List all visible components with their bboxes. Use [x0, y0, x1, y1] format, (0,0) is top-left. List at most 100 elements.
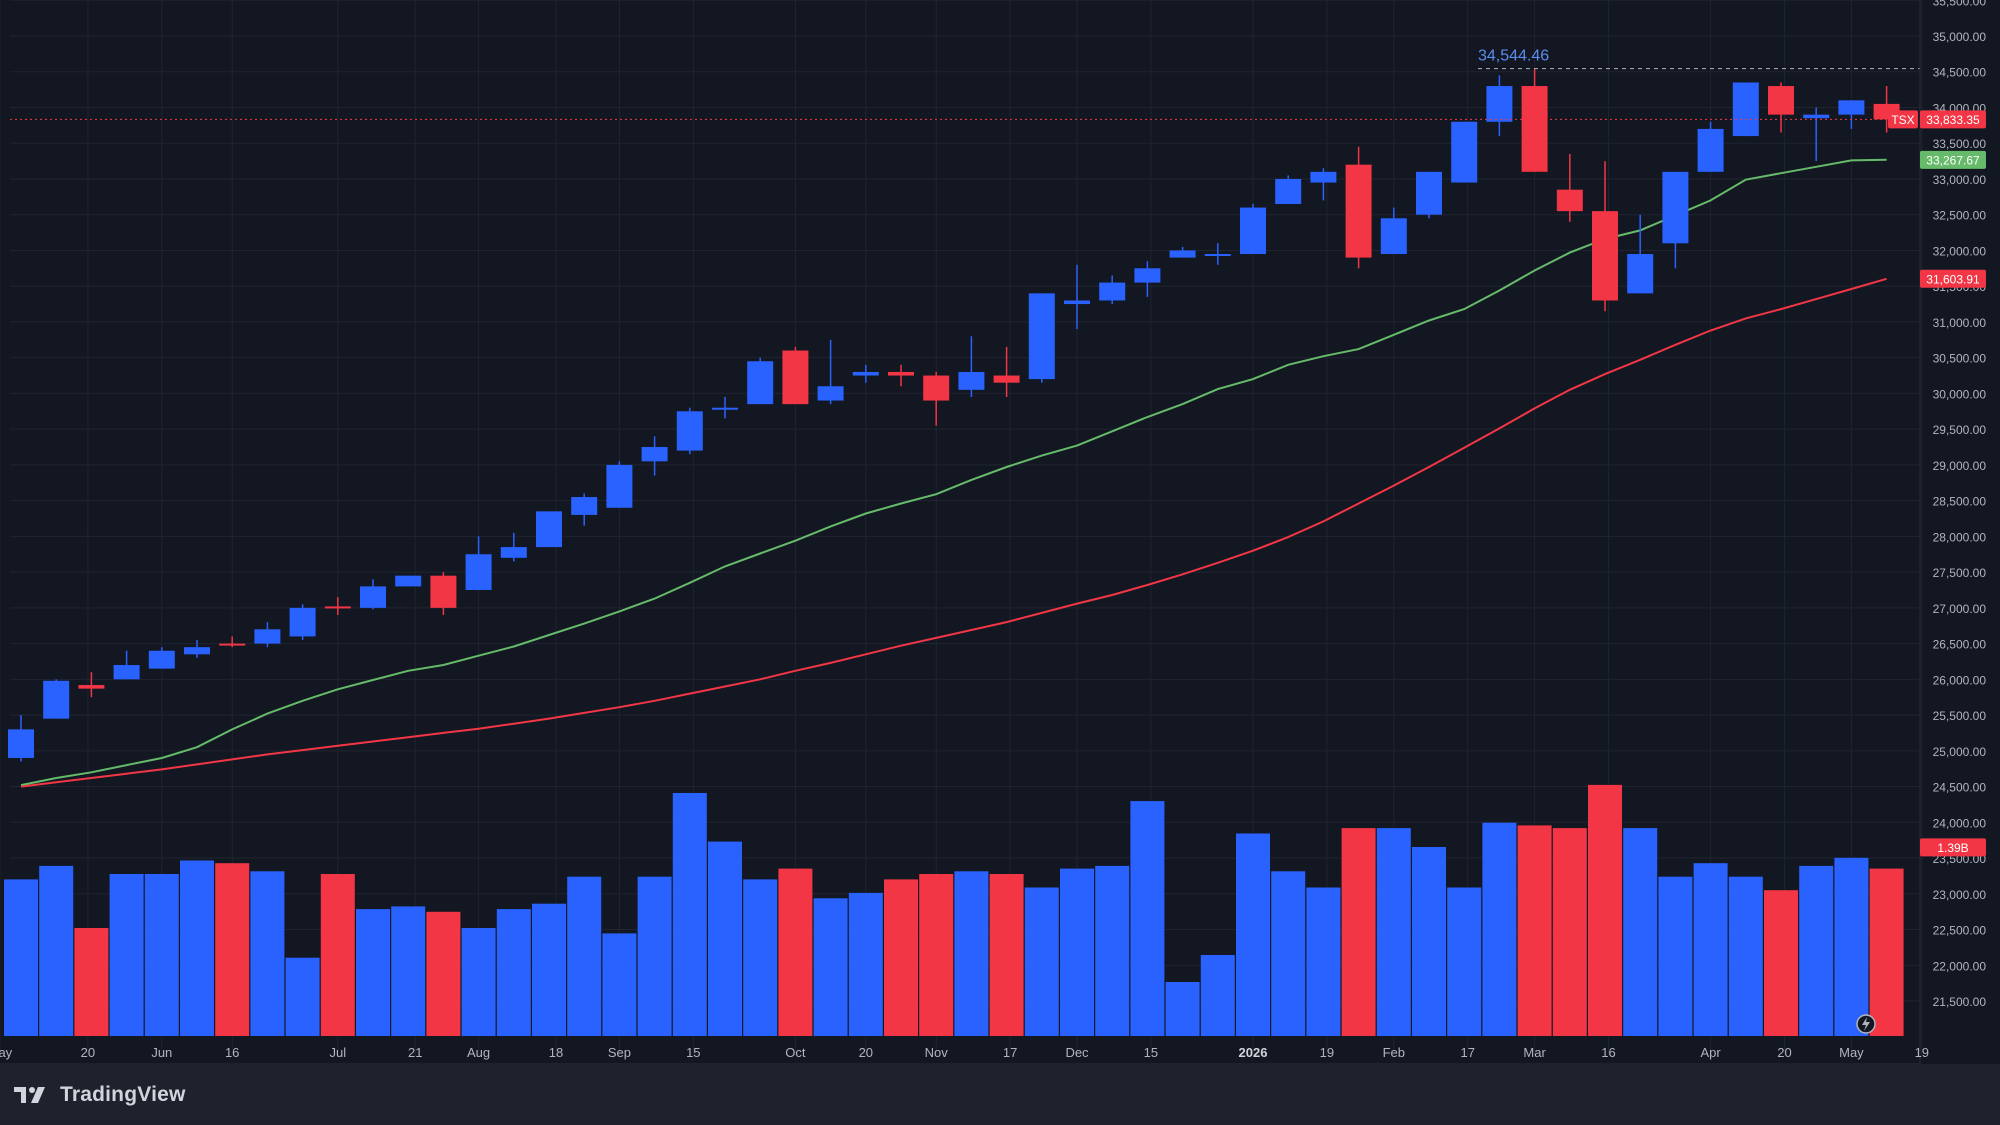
candle-body	[571, 497, 598, 515]
time-tick-label: 15	[1144, 1045, 1158, 1060]
candle-body	[1380, 218, 1407, 255]
price-tick-label: 29,000.00	[1933, 459, 1987, 473]
volume-bar	[532, 903, 566, 1036]
time-tick-label: May	[0, 1045, 13, 1060]
candle-body	[1486, 86, 1513, 122]
time-tick-label: 18	[549, 1045, 563, 1060]
volume-bar	[1799, 865, 1834, 1036]
volume-bar	[1200, 955, 1235, 1036]
high-label: 34,544.46	[1478, 48, 1549, 65]
candle-body	[1028, 293, 1055, 380]
volume-bar	[1236, 833, 1270, 1036]
tradingview-logo-icon	[14, 1087, 45, 1103]
brand[interactable]: TradingView	[12, 1082, 186, 1108]
volume-badge: 1.39B	[1937, 841, 1968, 855]
volume-bar	[250, 871, 285, 1036]
candle-body	[1768, 86, 1794, 115]
candle-body	[430, 575, 457, 608]
volume-bar	[1693, 863, 1728, 1036]
candle-body	[1662, 171, 1689, 244]
price-tick-label: 28,000.00	[1933, 530, 1987, 544]
candle-body	[712, 407, 738, 410]
volume-bar	[215, 863, 250, 1036]
footer-bar: TradingView	[0, 1064, 2000, 1125]
price-tick-label: 22,500.00	[1933, 924, 1987, 938]
price-tick-label: 24,500.00	[1933, 781, 1987, 795]
lightning-glyph	[1862, 1017, 1870, 1031]
price-tick-label: 27,000.00	[1933, 602, 1987, 616]
candle-body	[1275, 178, 1302, 204]
price-tick-label: 32,500.00	[1933, 209, 1987, 223]
candle-body	[958, 371, 985, 390]
volume-bar	[1552, 828, 1587, 1036]
candle-body	[1592, 211, 1618, 301]
volume-bar	[461, 928, 496, 1036]
time-tick-label: May	[1839, 1045, 1864, 1060]
candle-body	[148, 650, 175, 669]
volume-bar	[954, 871, 989, 1036]
volume-bar	[1060, 868, 1094, 1036]
volume-bar	[884, 879, 918, 1036]
volume-bar	[285, 957, 320, 1036]
time-tick-label: Aug	[467, 1045, 490, 1060]
volume-bar	[602, 933, 637, 1036]
candle-body	[1134, 268, 1161, 283]
time-tick-label: Nov	[925, 1045, 949, 1060]
candle-body	[1204, 254, 1231, 257]
volume-bar	[39, 865, 74, 1036]
time-tick-label: 2026	[1239, 1045, 1268, 1060]
candle-body	[923, 375, 950, 401]
volume-bar	[919, 874, 954, 1036]
candle-body	[1169, 250, 1196, 258]
candle-body	[219, 643, 246, 646]
price-tick-label: 30,000.00	[1933, 387, 1987, 401]
price-tick-label: 26,000.00	[1933, 673, 1987, 687]
price-tick-label: 25,000.00	[1933, 745, 1987, 759]
candle-body	[852, 371, 879, 376]
candle-body	[1064, 300, 1090, 305]
candle-body	[606, 464, 633, 508]
volume-bar	[356, 909, 390, 1036]
volume-bar	[144, 874, 179, 1036]
time-tick-label: 19	[1915, 1045, 1929, 1060]
candle-body	[747, 361, 774, 405]
time-tick-label: Mar	[1523, 1045, 1546, 1060]
volume-bar	[109, 874, 144, 1036]
ma-short-line	[20, 158, 1887, 787]
volume-bar	[1588, 784, 1622, 1036]
ma-short-badge: 33,267.67	[1926, 153, 1980, 167]
volume-bar	[989, 874, 1024, 1036]
price-tick-label: 23,000.00	[1933, 888, 1987, 902]
price-tick-label: 27,500.00	[1933, 566, 1987, 580]
volume-bar	[1728, 876, 1763, 1036]
price-tick-label: 22,000.00	[1933, 959, 1987, 973]
candle-body	[1310, 171, 1337, 183]
time-tick-label: 19	[1320, 1045, 1334, 1060]
ma-long-line	[20, 277, 1887, 788]
last-price-badge: 33,833.35	[1926, 113, 1980, 127]
volume-bar	[1306, 887, 1341, 1036]
volume-bar	[1165, 982, 1200, 1036]
volume-bar	[1517, 825, 1552, 1036]
volume-bar	[1130, 801, 1165, 1036]
volume-bar	[1095, 865, 1130, 1036]
volume-bar	[1341, 828, 1376, 1036]
candle-body	[888, 371, 914, 376]
candle-body	[1732, 82, 1759, 137]
volume-bar	[1623, 828, 1658, 1036]
last-price-badge-bg	[1920, 110, 1986, 129]
volume-bar	[1412, 847, 1446, 1036]
time-tick-label: 16	[1601, 1045, 1615, 1060]
volume-bar	[1658, 876, 1693, 1036]
time-tick-label: Feb	[1383, 1045, 1405, 1060]
volume-bar	[813, 898, 848, 1036]
time-tick-label: 20	[1777, 1045, 1791, 1060]
volume-bar	[1024, 887, 1059, 1036]
volume-bar	[1271, 871, 1306, 1036]
time-tick-label: Oct	[785, 1045, 806, 1060]
volume-bar	[1447, 887, 1482, 1036]
price-tick-label: 34,500.00	[1933, 66, 1987, 80]
candle-body	[500, 547, 527, 558]
price-tick-label: 35,500.00	[1933, 0, 1987, 8]
